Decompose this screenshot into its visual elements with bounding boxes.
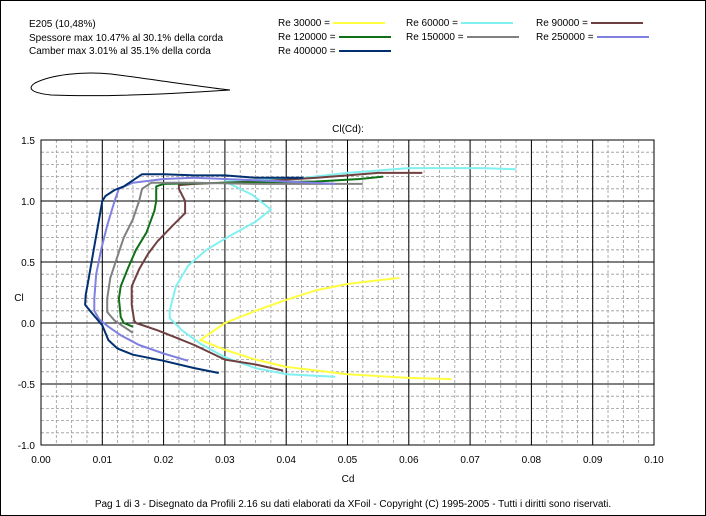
legend-entry: Re 60000 = bbox=[406, 18, 513, 29]
legend-label: Re 120000 = bbox=[278, 32, 336, 43]
footer-copyright: Pag 1 di 3 - Disegnato da Profili 2.16 s… bbox=[94, 499, 612, 510]
plot-frame bbox=[40, 139, 655, 446]
legend-swatch bbox=[466, 36, 519, 39]
legend-entry: Re 250000 = bbox=[536, 32, 649, 43]
legend-entry: Re 150000 = bbox=[406, 32, 519, 43]
legend-swatch bbox=[591, 22, 643, 25]
legend-swatch bbox=[596, 36, 649, 39]
y-tick-label: 0.5 bbox=[21, 258, 35, 269]
series-line-60000 bbox=[168, 167, 517, 378]
legend-swatch bbox=[338, 36, 391, 39]
y-tick-label: -0.5 bbox=[18, 380, 36, 391]
x-tick-label: 0.04 bbox=[276, 455, 296, 466]
legend-entry: Re 120000 = bbox=[278, 32, 391, 43]
legend-entry: Re 400000 = bbox=[278, 46, 391, 57]
x-tick-label: 0.06 bbox=[399, 455, 419, 466]
y-tick-label: 1.5 bbox=[21, 136, 35, 147]
legend-label: Re 250000 = bbox=[536, 32, 594, 43]
legend-label: Re 150000 = bbox=[406, 32, 464, 43]
x-tick-label: 0.07 bbox=[460, 455, 480, 466]
legend-label: Re 400000 = bbox=[278, 46, 336, 57]
x-tick-label: 0.08 bbox=[522, 455, 542, 466]
series-line-120000 bbox=[117, 175, 384, 328]
airfoil-name: E205 (10,48%) bbox=[29, 19, 96, 30]
camber-info: Camber max 3.01% al 35.1% della corda bbox=[29, 46, 211, 57]
x-tick-label: 0.01 bbox=[93, 455, 113, 466]
legend-swatch bbox=[461, 22, 513, 25]
y-tick-label: 0.0 bbox=[21, 319, 35, 330]
x-tick-label: 0.00 bbox=[31, 455, 51, 466]
series-line-250000 bbox=[93, 176, 336, 362]
y-tick-label: -1.0 bbox=[18, 441, 36, 452]
airfoil-outline bbox=[30, 72, 231, 97]
legend-label: Re 60000 = bbox=[406, 18, 458, 29]
y-axis-label: Cl bbox=[14, 293, 23, 304]
legend-entry: Re 90000 = bbox=[536, 18, 643, 29]
x-tick-label: 0.09 bbox=[583, 455, 603, 466]
thickness-info: Spessore max 10.47% al 30.1% della corda bbox=[29, 33, 224, 44]
y-tick-label: 1.0 bbox=[21, 197, 35, 208]
x-tick-label: 0.02 bbox=[154, 455, 174, 466]
series-line-90000 bbox=[130, 171, 423, 372]
x-tick-label: 0.03 bbox=[215, 455, 235, 466]
x-tick-label: 0.10 bbox=[644, 455, 664, 466]
legend-label: Re 30000 = bbox=[278, 18, 330, 29]
series-line-150000 bbox=[106, 181, 363, 334]
legend-swatch bbox=[333, 22, 385, 25]
series-line-30000 bbox=[199, 276, 452, 381]
legend-swatch bbox=[338, 50, 391, 53]
x-axis-label: Cd bbox=[342, 474, 355, 485]
legend-entry: Re 30000 = bbox=[278, 18, 385, 29]
x-tick-label: 0.05 bbox=[338, 455, 358, 466]
legend-label: Re 90000 = bbox=[536, 18, 588, 29]
chart-title: Cl(Cd): bbox=[332, 124, 364, 135]
series-line-400000 bbox=[84, 173, 304, 374]
